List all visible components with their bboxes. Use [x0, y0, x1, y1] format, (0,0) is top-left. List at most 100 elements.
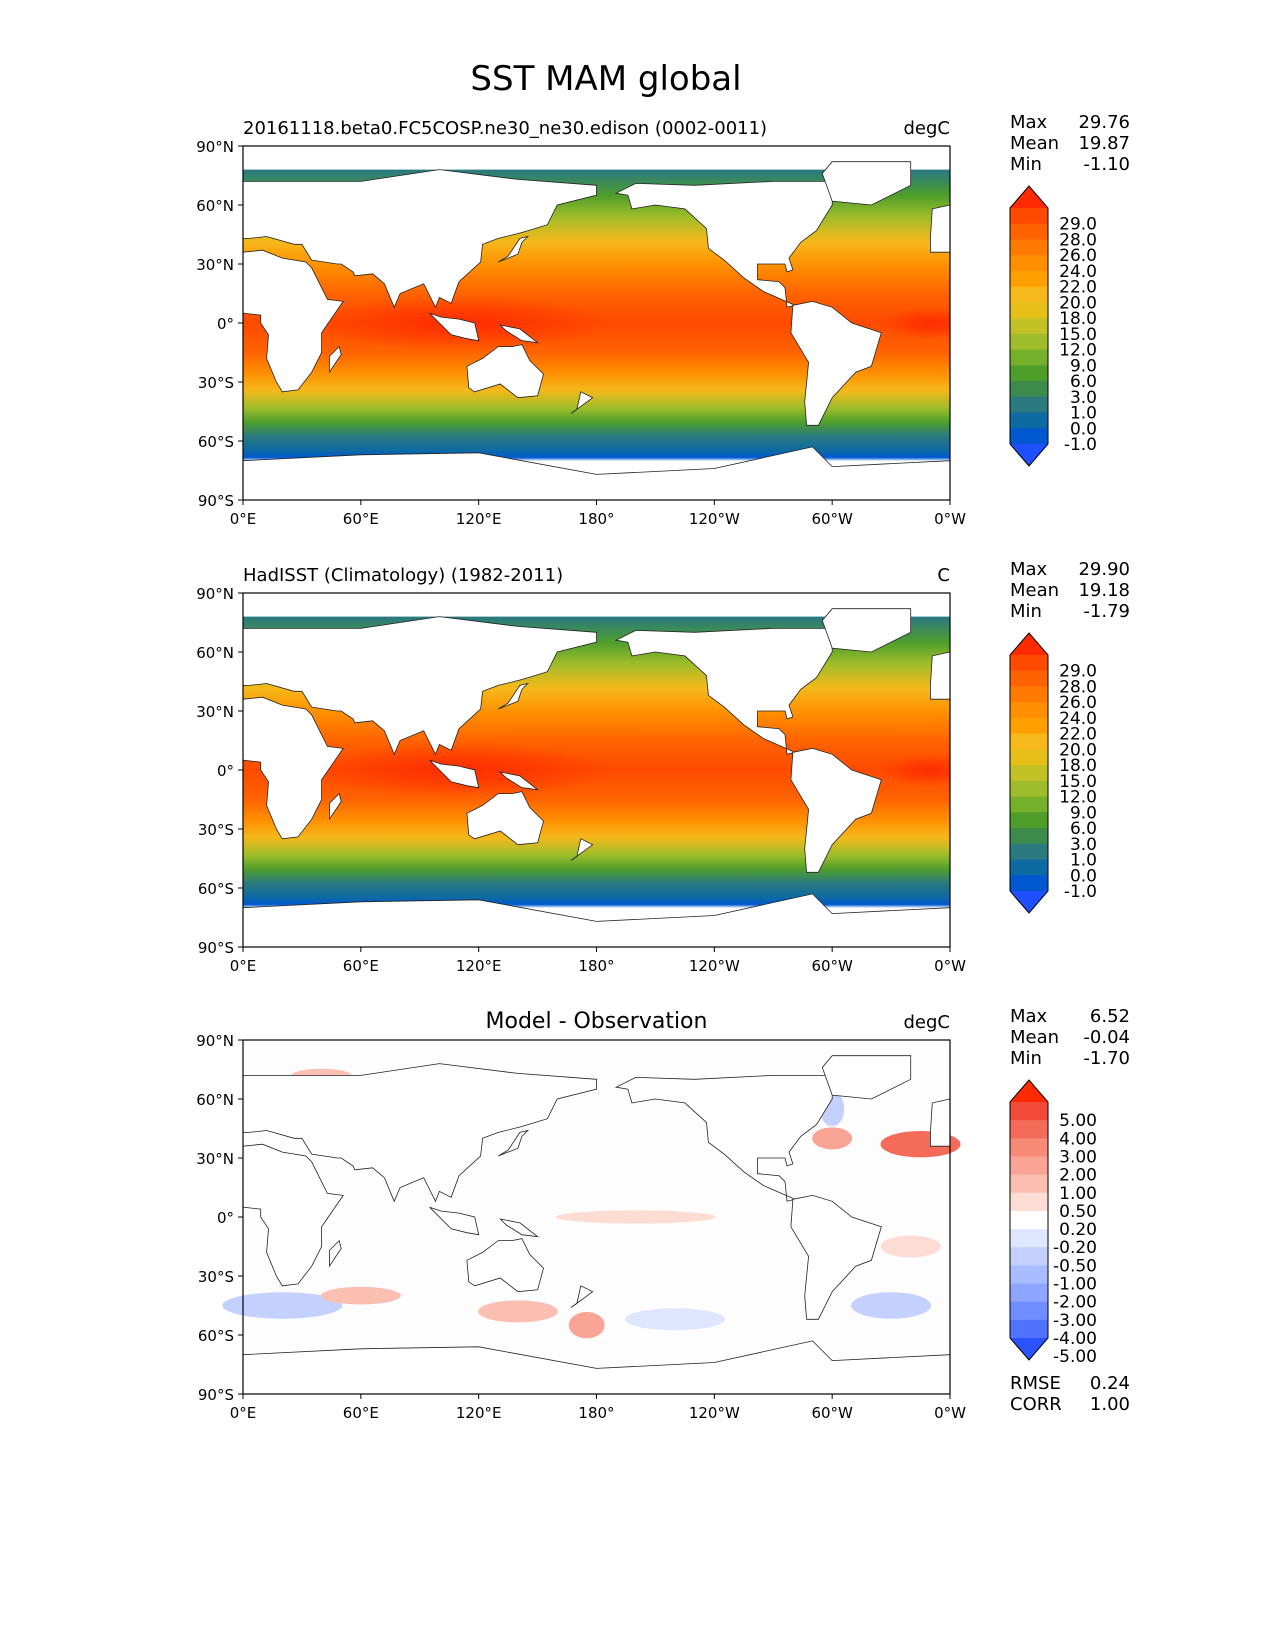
colorbar-label: -4.00 — [1053, 1329, 1097, 1349]
colorbar-label: 1.0 — [1070, 851, 1097, 871]
stat-value-corr: 1.00 — [1090, 1394, 1130, 1415]
colorbar-segment — [1010, 302, 1048, 319]
lon-tick-label: 60°E — [343, 1404, 379, 1422]
anomaly-region — [625, 1308, 726, 1331]
lat-tick-label: 90°S — [198, 492, 234, 510]
colorbar-label: 24.0 — [1059, 709, 1097, 729]
colorbar-label: 4.00 — [1059, 1129, 1097, 1149]
anomaly-region — [477, 1300, 558, 1323]
lat-tick-label: 60°N — [196, 197, 234, 215]
colorbar-segment — [1010, 780, 1048, 798]
stat-value-min: -1.70 — [1083, 1048, 1130, 1069]
colorbar-outline — [1009, 632, 1049, 914]
stat-label-corr: CORR — [1010, 1394, 1062, 1415]
colorbar-segment — [1010, 749, 1048, 766]
colorbar-segment — [1010, 318, 1048, 335]
colorbar-extend-top — [1010, 186, 1048, 208]
lat-tick-label: 30°N — [196, 1150, 234, 1168]
landmass — [429, 1206, 480, 1236]
landmass — [821, 161, 912, 206]
colorbar-segment — [1010, 1247, 1048, 1266]
colorbar-label: 26.0 — [1059, 246, 1097, 266]
lon-tick-label: 60°E — [343, 510, 379, 528]
colorbar: 5.004.003.002.001.000.500.20-0.20-0.50-1… — [1009, 1079, 1097, 1367]
colorbar-segment — [1010, 828, 1048, 845]
colorbar-label: 0.20 — [1059, 1220, 1097, 1240]
landmass — [570, 391, 594, 414]
stat-value-max: 6.52 — [1090, 1006, 1130, 1027]
lat-tick-label: 90°S — [198, 939, 234, 957]
panel-title: 20161118.beta0.FC5COSP.ne30_ne30.edison … — [243, 118, 767, 139]
landmass — [242, 616, 597, 756]
lat-tick-label: 30°S — [198, 1268, 234, 1286]
colorbar-segment — [1010, 686, 1048, 703]
lat-tick-label: 60°N — [196, 644, 234, 662]
stat-label-min: Min — [1010, 154, 1042, 175]
anomaly-region — [851, 1292, 932, 1319]
lon-tick-label: 0°W — [934, 1404, 966, 1422]
lat-tick-label: 30°S — [198, 821, 234, 839]
panel-units: degC — [904, 118, 951, 139]
colorbar-segment — [1010, 859, 1048, 876]
landmass — [466, 1238, 544, 1293]
colorbar-label: 3.0 — [1070, 388, 1097, 408]
stat-label-max: Max — [1010, 559, 1048, 580]
lat-tick-label: 0° — [217, 1209, 234, 1227]
colorbar-segment — [1010, 349, 1048, 366]
colorbar-label: 20.0 — [1059, 740, 1097, 760]
landmass — [498, 682, 530, 710]
colorbar-label: 0.50 — [1059, 1202, 1097, 1222]
colorbar-outline — [1009, 185, 1049, 467]
colorbar-segment — [1010, 1265, 1048, 1285]
stat-value-max: 29.76 — [1078, 112, 1130, 133]
colorbar-label: 2.00 — [1059, 1166, 1097, 1186]
colorbar-segment — [1010, 428, 1048, 445]
landmass — [329, 792, 342, 821]
colorbar-label: 3.00 — [1059, 1147, 1097, 1167]
landmass — [329, 1239, 342, 1268]
stat-label-min: Min — [1010, 1048, 1042, 1069]
colorbar-label: 9.0 — [1070, 356, 1097, 376]
landmass — [242, 249, 344, 393]
colorbar-segment — [1010, 1102, 1048, 1121]
colorbar-label: 12.0 — [1059, 341, 1097, 361]
landmass — [242, 1063, 597, 1203]
colorbar-label: 15.0 — [1059, 772, 1097, 792]
lat-tick-label: 60°N — [196, 1091, 234, 1109]
lat-tick-label: 0° — [217, 315, 234, 333]
landmass — [242, 169, 597, 309]
colorbar-extend-top — [1010, 633, 1048, 655]
lat-tick-label: 0° — [217, 762, 234, 780]
lon-tick-label: 60°W — [811, 957, 853, 975]
anomaly-region — [222, 1292, 343, 1319]
colorbar-segment — [1010, 333, 1048, 351]
landmass — [821, 608, 912, 653]
colorbar-segment — [1010, 765, 1048, 782]
landmass — [930, 651, 951, 700]
colorbar-extend-bottom — [1010, 891, 1048, 913]
lon-tick-label: 120°W — [689, 1404, 740, 1422]
colorbar-label: 15.0 — [1059, 325, 1097, 345]
landmass — [329, 345, 342, 374]
landmass — [790, 1194, 882, 1320]
colorbar-label: 18.0 — [1059, 309, 1097, 329]
colorbar-segment — [1010, 1138, 1048, 1157]
stat-value-min: -1.10 — [1083, 154, 1130, 175]
warm-pool — [880, 307, 950, 339]
anomaly-region — [568, 1311, 605, 1339]
colorbar-label: 20.0 — [1059, 293, 1097, 313]
colorbar-segment — [1010, 365, 1048, 382]
landmass — [499, 771, 539, 791]
colorbar-segment — [1010, 1192, 1048, 1212]
colorbar-segment — [1010, 1301, 1048, 1321]
lat-tick-label: 60°S — [198, 1327, 234, 1345]
anomaly-region — [880, 1235, 941, 1258]
landmass — [429, 312, 480, 342]
stat-label-mean: Mean — [1010, 133, 1059, 154]
map-panel-model: 20161118.beta0.FC5COSP.ne30_ne30.edison … — [196, 112, 1130, 528]
landmass — [790, 300, 882, 426]
landmass — [498, 235, 530, 263]
colorbar-label: -1.0 — [1064, 882, 1097, 902]
colorbar: 29.028.026.024.022.020.018.015.012.09.06… — [1009, 632, 1097, 914]
